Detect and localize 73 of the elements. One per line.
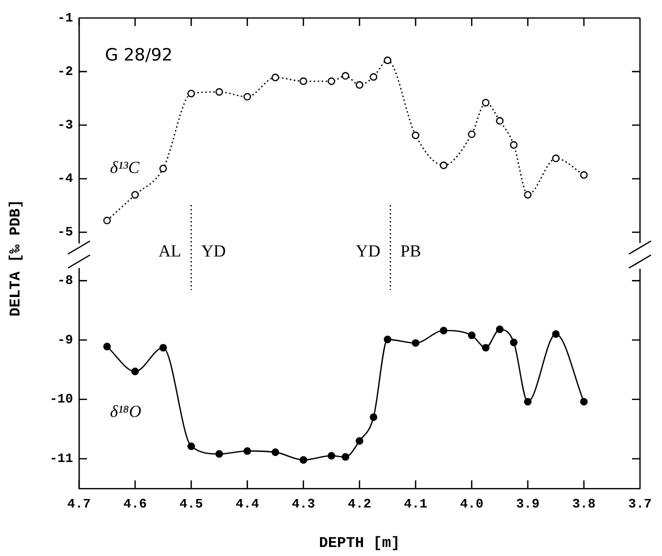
point (370, 413, 378, 421)
point (272, 74, 280, 82)
point (510, 141, 518, 149)
point (103, 342, 111, 350)
y-tick-label: -4 (57, 170, 74, 186)
y-tick-label: -5 (57, 224, 74, 240)
y-axis-title: DELTA [‰ PDB] (8, 199, 24, 317)
x-tick-label: 4.3 (292, 496, 316, 512)
annotation: PB (400, 241, 422, 260)
point (482, 344, 490, 352)
point (552, 330, 560, 338)
annotation: G 28/92 (105, 45, 173, 66)
point (159, 344, 167, 352)
point (510, 338, 518, 346)
x-tick-label: 4.2 (348, 496, 372, 512)
point (328, 452, 336, 460)
point (356, 437, 364, 445)
y-tick-label: -8 (57, 272, 74, 288)
x-tick-label: 4.7 (67, 496, 91, 512)
point (328, 77, 336, 86)
point (342, 72, 350, 80)
point (244, 92, 252, 101)
series-label: δ¹⁸O (110, 402, 142, 422)
annotation: YD (356, 241, 380, 260)
point (244, 447, 252, 455)
point (187, 442, 195, 450)
point (482, 98, 490, 106)
y-tick-label: -11 (50, 451, 74, 466)
point (524, 190, 532, 199)
x-tick-label: 3.8 (572, 496, 596, 512)
point (496, 326, 504, 334)
x-tick-label: 3.7 (628, 496, 652, 512)
point (440, 326, 448, 334)
point (356, 81, 364, 89)
point (384, 336, 392, 344)
point (300, 456, 308, 464)
point (370, 73, 378, 81)
point (580, 398, 588, 406)
x-tick-label: 4.6 (123, 496, 147, 512)
point (131, 190, 139, 199)
point (272, 448, 280, 456)
point (342, 453, 350, 461)
series-label: δ¹³C (110, 158, 140, 177)
point (300, 77, 308, 86)
point (131, 368, 139, 376)
point (412, 132, 420, 140)
y-tick-label: -3 (57, 117, 74, 132)
x-axis-title: DEPTH [m] (318, 534, 400, 552)
point (187, 90, 195, 98)
point (440, 162, 448, 170)
point (524, 398, 532, 406)
point (215, 88, 224, 96)
x-tick-label: 4.4 (236, 496, 260, 512)
point (468, 331, 476, 340)
x-tick-label: 4.1 (404, 496, 428, 512)
annotation: AL (158, 241, 182, 260)
point (580, 171, 588, 179)
point (384, 56, 392, 64)
point (468, 130, 476, 138)
y-tick-label: -2 (57, 64, 74, 79)
y-tick-label: -10 (50, 392, 74, 407)
annotation: YD (201, 241, 226, 260)
point (496, 117, 504, 125)
x-tick-label: 4.5 (179, 496, 204, 512)
point (159, 164, 167, 172)
point (552, 154, 560, 162)
x-tick-label: 3.9 (516, 496, 540, 512)
point (412, 339, 420, 347)
y-tick-label: -1 (57, 10, 74, 26)
x-tick-label: 4.0 (460, 496, 484, 512)
point (103, 216, 111, 224)
point (215, 450, 224, 458)
y-tick-label: -9 (57, 332, 74, 348)
